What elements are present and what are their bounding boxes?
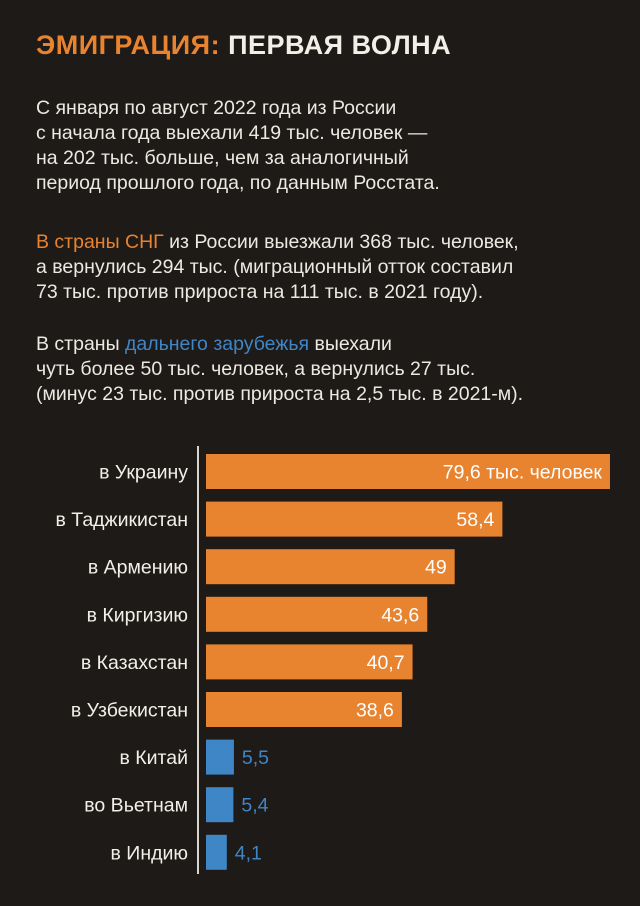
cis-line-3: 73 тыс. против прироста на 111 тыс. в 20…: [36, 281, 484, 303]
category-label: в Киргизию: [87, 604, 188, 626]
far-line-3: (минус 23 тыс. против прироста на 2,5 ты…: [36, 383, 524, 405]
far-post: выехали: [309, 333, 392, 355]
paragraph-cis: В страны СНГ из России выезжали 368 тыс.…: [36, 230, 616, 305]
far-line-1: В страны дальнего зарубежья выехали: [36, 332, 616, 357]
data-label: 43,6: [381, 604, 419, 626]
category-label: в Украину: [99, 462, 188, 484]
data-label: 49: [425, 557, 447, 579]
data-label: 38,6: [356, 700, 394, 722]
summary-line-1: С января по август 2022 года из России: [36, 97, 397, 119]
category-label: в Казахстан: [81, 652, 188, 674]
category-label: в Китай: [120, 747, 188, 769]
cis-line-1: В страны СНГ из России выезжали 368 тыс.…: [36, 230, 616, 255]
bar: [206, 739, 234, 775]
data-label: 4,1: [235, 842, 262, 864]
emigration-bar-chart: в Украину 79,6 тыс. человек в Таджикистан 5…: [56, 446, 610, 874]
bar: [206, 596, 428, 632]
bar: [206, 692, 402, 727]
bar: [206, 454, 610, 489]
bar: [206, 644, 413, 680]
bar: [206, 501, 503, 537]
bar: [206, 549, 455, 585]
data-label: 79,6 тыс. человек: [443, 462, 603, 484]
far-highlight: дальнего зарубежья: [125, 333, 310, 355]
cis-line-1-rest: из России выезжали 368 тыс. человек,: [163, 231, 519, 253]
page-title: ЭМИГРАЦИЯ: ПЕРВАЯ ВОЛНА: [36, 30, 451, 61]
summary-line-2: с начала года выехали 419 тыс. человек —: [36, 122, 428, 144]
category-label: в Узбекистан: [71, 700, 188, 722]
data-label: 5,5: [242, 747, 269, 769]
title-accent: ЭМИГРАЦИЯ:: [36, 30, 221, 60]
paragraph-summary: С января по август 2022 года из России с…: [36, 96, 616, 196]
summary-line-4: период прошлого года, по данным Росстата…: [36, 172, 440, 194]
far-line-2: чуть более 50 тыс. человек, а вернулись …: [36, 358, 476, 380]
summary-line-3: на 202 тыс. больше, чем за аналогичный: [36, 147, 409, 169]
bar: [206, 834, 227, 870]
cis-line-2: а вернулись 294 тыс. (миграционный отток…: [36, 256, 514, 278]
category-label: в Армению: [88, 557, 188, 579]
data-label: 40,7: [367, 652, 405, 674]
far-pre: В страны: [36, 333, 125, 355]
category-label: в Индию: [111, 842, 188, 864]
category-label: во Вьетнам: [84, 795, 188, 817]
cis-highlight: В страны СНГ: [36, 231, 164, 253]
category-label: в Таджикистан: [56, 509, 188, 531]
title-rest: ПЕРВАЯ ВОЛНА: [220, 30, 452, 60]
bar: [206, 787, 234, 823]
data-label: 5,4: [241, 795, 268, 817]
paragraph-far-abroad: В страны дальнего зарубежья выехали чуть…: [36, 332, 616, 407]
data-label: 58,4: [456, 509, 494, 531]
